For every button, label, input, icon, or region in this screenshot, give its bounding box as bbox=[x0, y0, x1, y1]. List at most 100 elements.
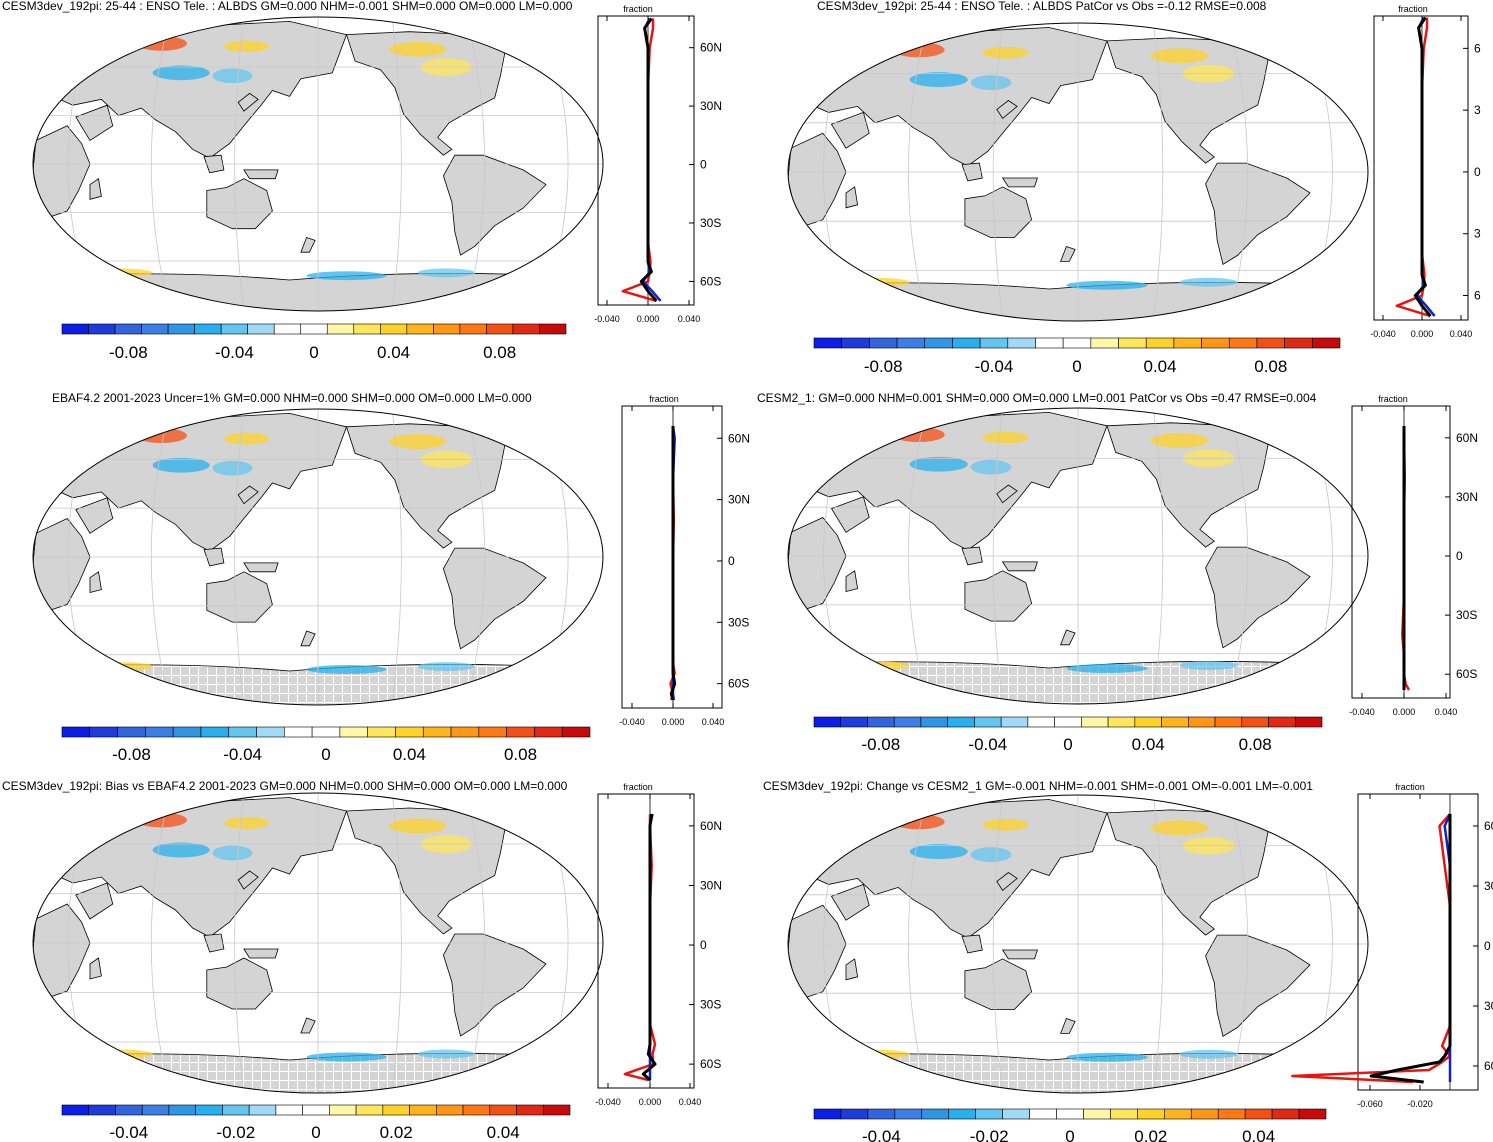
profile-x-label: 0.000 bbox=[662, 717, 685, 727]
profile-lat-label: 30N bbox=[1484, 879, 1493, 893]
colorbar-swatch bbox=[329, 1104, 357, 1116]
land-arabia bbox=[75, 882, 114, 920]
colorbar: -0.04 -0.02 0 0.02 0.04 bbox=[813, 1108, 1327, 1142]
colorbar-swatch bbox=[948, 1108, 976, 1120]
map-border bbox=[32, 16, 604, 312]
colorbar-swatch bbox=[1161, 716, 1189, 728]
colorbar-swatch bbox=[840, 1108, 869, 1120]
colorbar-swatch bbox=[367, 726, 396, 738]
profile-frame bbox=[597, 793, 695, 1089]
map-border bbox=[787, 794, 1369, 1094]
colorbar-swatch bbox=[516, 1104, 544, 1116]
anomaly-patch bbox=[892, 42, 945, 58]
profile-lat-label: 60N bbox=[700, 41, 722, 55]
land-nz bbox=[300, 630, 316, 647]
land-australia bbox=[964, 570, 1033, 622]
colorbar-swatch bbox=[1027, 716, 1055, 728]
zonal-profile: fraction 60N 30N 0 30S 60S -0.040 0.000 0.040 bbox=[619, 394, 750, 727]
colorbar-swatch bbox=[353, 323, 381, 335]
anomaly-patch bbox=[135, 812, 187, 828]
colorbar-swatch bbox=[947, 716, 975, 728]
colorbar-swatch bbox=[436, 1104, 464, 1116]
profile-frame bbox=[1357, 793, 1479, 1091]
profile-series-model-red bbox=[1395, 17, 1431, 318]
profile-lat-label: 3 bbox=[1474, 227, 1481, 241]
colorbar-swatch bbox=[422, 726, 452, 738]
anomaly-patch bbox=[970, 459, 1012, 475]
land-arabia bbox=[830, 883, 870, 921]
world-map bbox=[787, 407, 1369, 705]
colorbar-swatch bbox=[1090, 337, 1119, 349]
profile-x-label: 0.040 bbox=[679, 1097, 702, 1107]
anomaly-patch bbox=[840, 1049, 910, 1059]
graticule-lon bbox=[907, 795, 928, 1093]
panel-2: CESM3dev_192pi: 25-44 : ENSO Tele. : ALB… bbox=[787, 0, 1481, 376]
zonal-profile: fraction 60N 30N 0 30S 60S -0.040 0.000 0.040 bbox=[1349, 394, 1478, 717]
colorbar-swatch bbox=[406, 323, 434, 335]
graticule-lon bbox=[992, 408, 1003, 704]
colorbar-swatch bbox=[1145, 337, 1175, 349]
land-madagascar bbox=[89, 957, 102, 980]
profile-lat-label: 60S bbox=[700, 1057, 721, 1071]
anomaly-patch bbox=[152, 842, 210, 858]
anomaly-patch bbox=[135, 428, 187, 444]
graticule-lon bbox=[1153, 795, 1164, 1093]
profile-lat-label: 3 bbox=[1474, 103, 1481, 117]
land-samerica bbox=[442, 933, 547, 1037]
colorbar-swatch bbox=[141, 1104, 170, 1116]
colorbar-swatch bbox=[115, 1104, 143, 1116]
graticule-lon bbox=[150, 17, 171, 311]
land-nz bbox=[300, 236, 316, 253]
colorbar-swatch bbox=[1284, 337, 1313, 349]
anomaly-patch bbox=[1179, 661, 1238, 670]
colorbar-swatch bbox=[247, 323, 275, 335]
colorbar-swatch bbox=[450, 726, 480, 738]
map-border bbox=[32, 792, 604, 1094]
colorbar-swatch bbox=[1081, 716, 1109, 728]
panel-title: CESM3dev_192pi: Change vs CESM2_1 GM=-0.… bbox=[763, 779, 1313, 793]
world-map bbox=[32, 16, 604, 312]
colorbar-swatch bbox=[1107, 716, 1136, 728]
colorbar-swatch bbox=[979, 337, 1009, 349]
profile-lat-label: 0 bbox=[1484, 939, 1491, 953]
anomaly-patch bbox=[1179, 1049, 1238, 1059]
colorbar-swatch bbox=[61, 323, 89, 335]
profile-series-model bbox=[639, 17, 658, 302]
anomaly-patch bbox=[84, 1049, 153, 1059]
colorbar-label: 0.08 bbox=[1239, 735, 1272, 754]
profile-lat-label: 60N bbox=[728, 431, 750, 445]
panel-title: CESM3dev_192pi: 25-44 : ENSO Tele. : ALB… bbox=[2, 0, 573, 13]
profile-series-model bbox=[1413, 16, 1432, 318]
colorbar-swatch bbox=[486, 323, 514, 335]
profile-x-label: 0.040 bbox=[678, 314, 701, 324]
colorbar-swatch bbox=[275, 1104, 303, 1116]
colorbar-swatch bbox=[256, 726, 285, 738]
profile-x-label: 0.040 bbox=[1435, 707, 1458, 717]
graticule-lon bbox=[391, 793, 402, 1093]
profile-lat-label: 60N bbox=[700, 819, 722, 833]
colorbar-swatch bbox=[395, 726, 424, 738]
graticule-lon bbox=[234, 409, 245, 705]
colorbar-swatch bbox=[1164, 1108, 1192, 1120]
colorbar-label: 0 bbox=[1072, 357, 1081, 376]
profile-x-label: 0.040 bbox=[1450, 329, 1473, 339]
profile-series-obs bbox=[669, 426, 677, 701]
colorbar-label: 0 bbox=[311, 1123, 320, 1142]
colorbar-swatch bbox=[896, 337, 926, 349]
colorbar-label: 0.04 bbox=[1242, 1127, 1275, 1142]
zonal-profile: fraction 60N 30N 0 30S 60S -0.040 0.000 0.040 bbox=[595, 782, 722, 1107]
graticule-lon bbox=[234, 17, 245, 311]
graticule-lon bbox=[391, 17, 402, 311]
colorbar-swatch bbox=[1312, 337, 1341, 349]
colorbar-label: 0 bbox=[1065, 1127, 1074, 1142]
colorbar: -0.08 -0.04 0 0.04 0.08 bbox=[61, 323, 567, 362]
colorbar-swatch bbox=[200, 726, 230, 738]
land-australia bbox=[206, 571, 273, 623]
anomaly-patch bbox=[909, 844, 968, 860]
profile-lat-label: 60N bbox=[1456, 431, 1478, 445]
map-border bbox=[787, 22, 1369, 322]
land-arabia bbox=[830, 496, 870, 533]
colorbar-label: 0.08 bbox=[1254, 357, 1287, 376]
colorbar-swatch bbox=[302, 1104, 330, 1116]
anomaly-patch bbox=[306, 271, 387, 281]
